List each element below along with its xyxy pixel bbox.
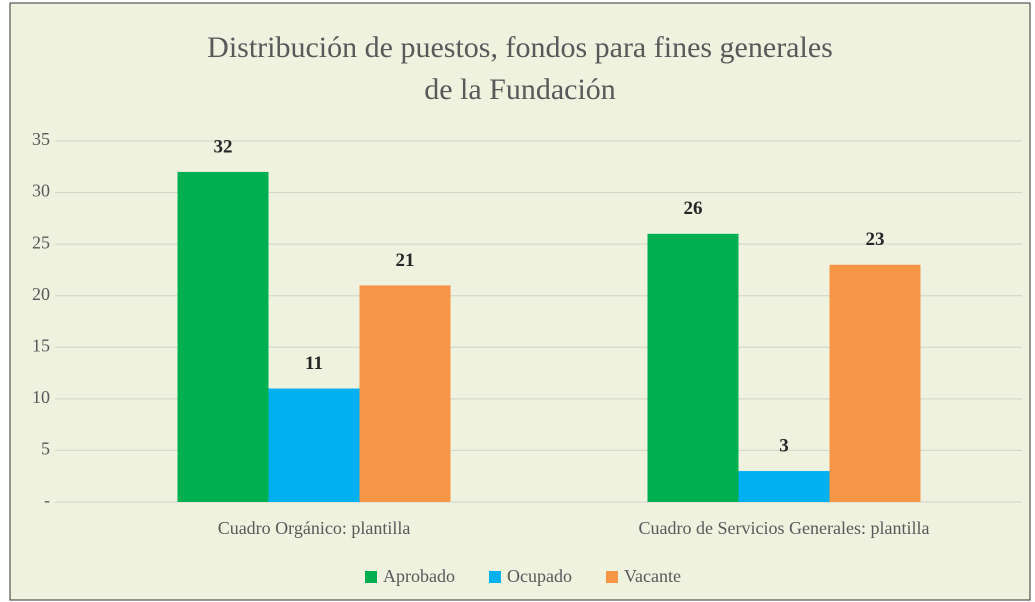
legend-label: Ocupado — [507, 566, 572, 586]
bar — [647, 233, 739, 503]
data-label: 23 — [866, 229, 885, 250]
bar — [738, 471, 830, 502]
bar — [829, 264, 921, 502]
title-line: Distribución de puestos, fondos para fin… — [207, 31, 833, 64]
bar — [177, 171, 269, 502]
y-tick-label: 10 — [32, 387, 50, 407]
legend-swatch — [605, 571, 618, 583]
y-tick-label: 30 — [32, 181, 50, 201]
data-label: 21 — [396, 250, 415, 271]
y-tick-label: - — [44, 490, 50, 510]
legend-label: Vacante — [624, 566, 681, 586]
data-label: 3 — [779, 435, 789, 456]
title-line: de la Fundación — [424, 73, 616, 106]
data-label: 11 — [305, 353, 323, 374]
data-label: 32 — [214, 136, 233, 157]
data-label: 26 — [684, 198, 703, 219]
y-tick-label: 15 — [32, 335, 50, 355]
legend-swatch — [488, 571, 501, 583]
y-tick-label: 35 — [32, 129, 50, 149]
y-tick-label: 20 — [32, 284, 50, 304]
bar — [268, 388, 360, 502]
y-tick-label: 5 — [41, 439, 50, 459]
legend-swatch — [365, 571, 377, 583]
x-tick-label: Cuadro Orgánico: plantilla — [218, 518, 411, 538]
y-tick-label: 25 — [32, 232, 50, 252]
legend-label: Aprobado — [383, 566, 455, 586]
chart-title: Distribución de puestos, fondos para fin… — [207, 31, 833, 106]
x-tick-label: Cuadro de Servicios Generales: plantilla — [639, 518, 930, 538]
bar — [359, 285, 451, 502]
